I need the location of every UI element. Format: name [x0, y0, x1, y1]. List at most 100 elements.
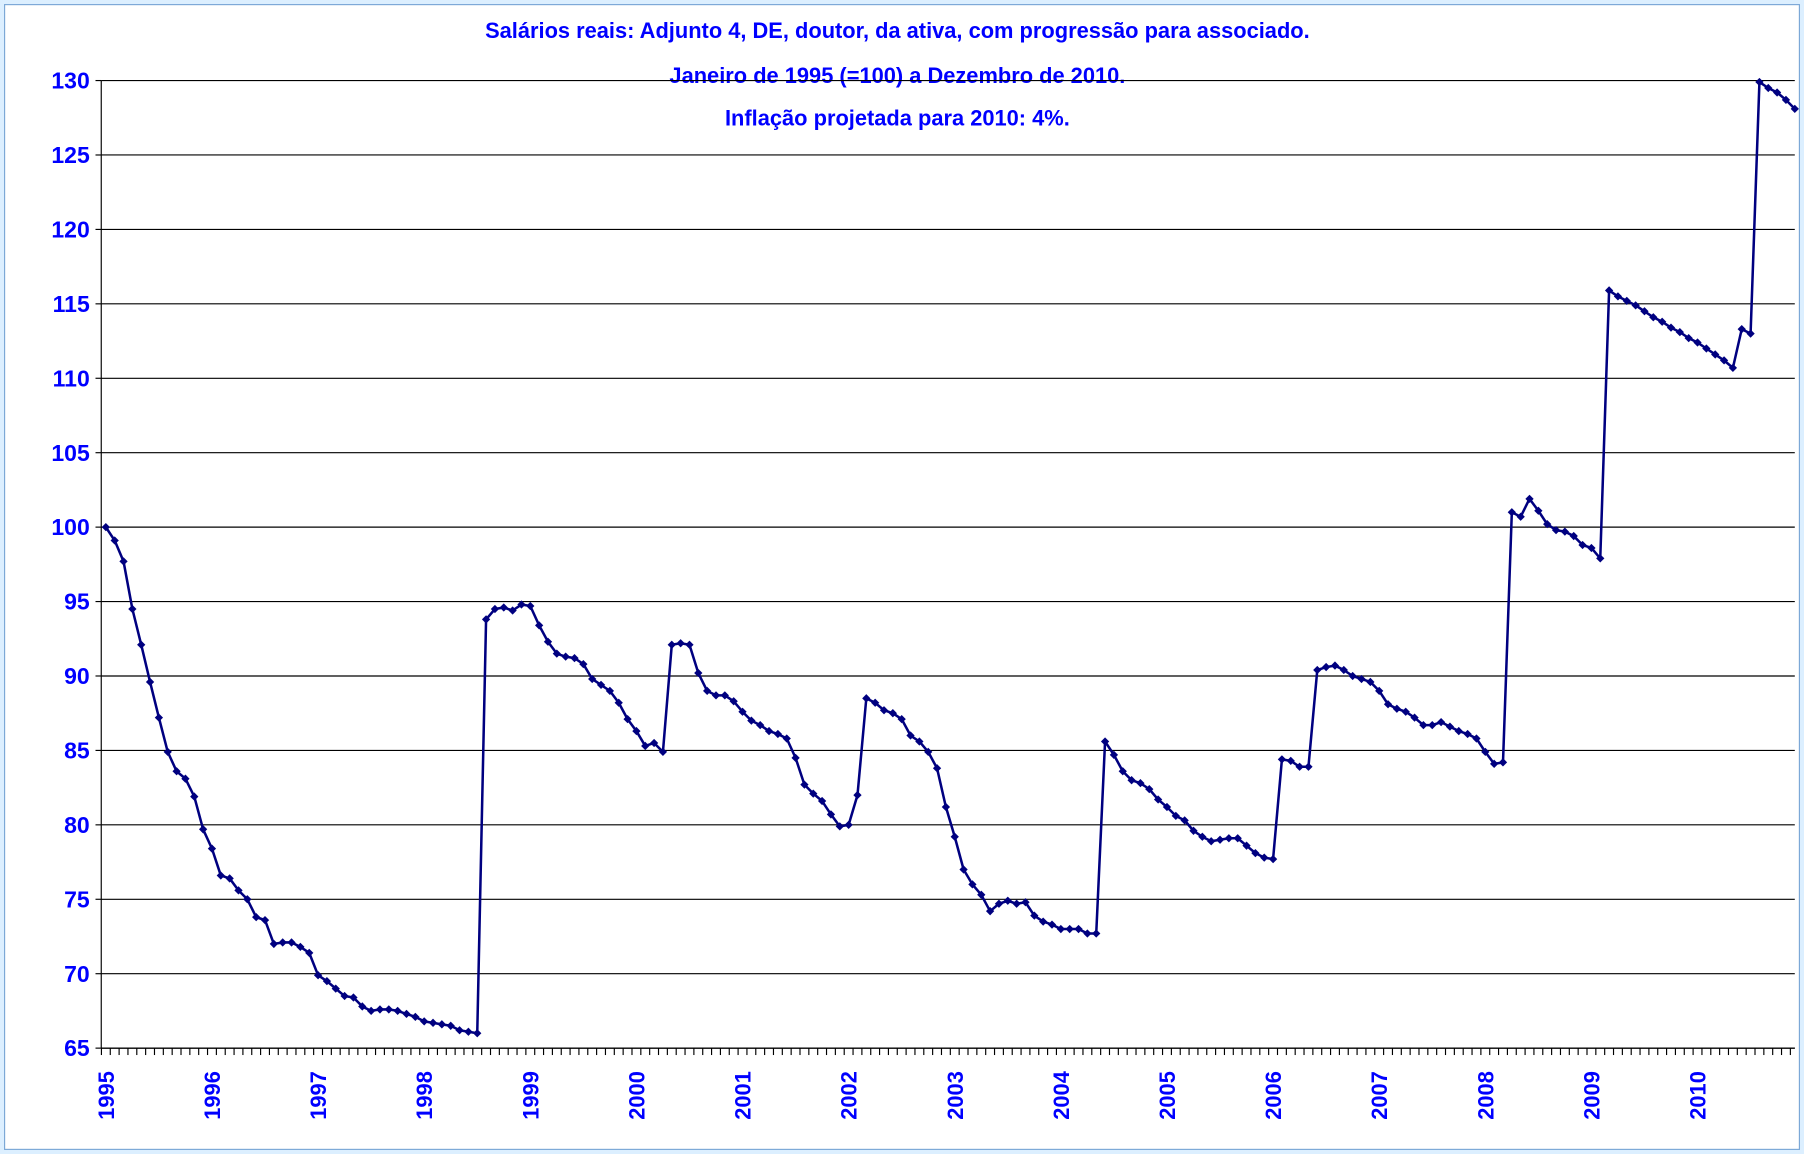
data-point — [455, 1026, 464, 1035]
data-point — [1640, 307, 1649, 316]
x-tick-label: 1999 — [518, 1071, 543, 1120]
data-point — [950, 832, 959, 841]
data-point — [800, 780, 809, 789]
data-point — [897, 715, 906, 724]
data-point — [1401, 707, 1410, 716]
data-point — [844, 820, 853, 829]
data-point — [826, 810, 836, 819]
data-point — [1631, 301, 1640, 310]
data-point — [1153, 795, 1163, 804]
data-point — [791, 753, 800, 763]
data-point — [588, 674, 597, 684]
data-point — [605, 686, 615, 696]
data-point — [101, 522, 110, 532]
x-tick-label: 2001 — [731, 1071, 756, 1120]
y-tick-label: 85 — [64, 737, 90, 763]
data-point — [1012, 899, 1021, 908]
x-tick-label: 1995 — [94, 1071, 119, 1120]
data-point — [190, 792, 199, 801]
data-point — [1534, 506, 1543, 515]
data-point — [1490, 759, 1499, 768]
y-tick-label: 100 — [51, 514, 89, 540]
data-point — [1746, 329, 1755, 338]
data-point — [862, 694, 871, 703]
data-point — [1268, 854, 1278, 864]
data-point — [1030, 911, 1039, 920]
y-tick-label: 110 — [53, 365, 90, 391]
data-point — [1366, 677, 1375, 687]
y-tick-label: 105 — [51, 440, 90, 466]
data-point — [968, 880, 977, 889]
data-point — [1463, 729, 1472, 739]
x-tick-label: 1997 — [306, 1071, 331, 1120]
data-point — [358, 1002, 367, 1011]
x-tick-label: 2004 — [1049, 1070, 1074, 1119]
data-point — [649, 738, 659, 748]
data-point — [1118, 767, 1127, 776]
data-point — [1189, 826, 1198, 835]
data-point — [1180, 816, 1189, 825]
data-point — [738, 707, 747, 716]
data-point — [490, 604, 500, 614]
data-point — [561, 652, 570, 661]
data-point — [243, 895, 252, 904]
data-point — [1436, 717, 1446, 727]
y-tick-label: 120 — [51, 216, 89, 242]
data-point — [941, 802, 951, 812]
data-point — [853, 790, 862, 800]
data-point — [1719, 356, 1729, 365]
data-point — [1145, 784, 1154, 794]
y-tick-label: 125 — [51, 142, 90, 168]
data-point — [1162, 802, 1172, 812]
data-point — [614, 698, 623, 707]
data-point — [1357, 674, 1366, 684]
data-point — [1675, 327, 1684, 337]
data-point — [508, 606, 517, 615]
data-point — [1286, 756, 1295, 765]
data-point — [181, 774, 190, 783]
data-point — [1171, 811, 1180, 821]
data-point — [667, 640, 676, 649]
data-point — [163, 747, 172, 757]
y-tick-label: 80 — [64, 812, 90, 838]
data-point — [703, 686, 712, 696]
x-tick-label: 2006 — [1261, 1071, 1286, 1120]
y-tick-label: 115 — [53, 291, 90, 317]
data-point — [1065, 924, 1074, 934]
data-point — [596, 680, 606, 690]
data-point — [756, 720, 765, 730]
data-point — [977, 890, 986, 899]
data-point — [349, 993, 358, 1002]
data-point — [685, 640, 694, 649]
x-tick-label: 2007 — [1367, 1071, 1392, 1120]
data-point — [481, 615, 491, 624]
data-point — [172, 767, 181, 776]
data-point — [632, 726, 641, 736]
data-point — [1507, 508, 1516, 517]
data-point — [1207, 837, 1216, 846]
data-point — [1684, 333, 1693, 343]
data-point — [296, 942, 305, 952]
data-point — [1481, 747, 1490, 757]
y-tick-label: 95 — [64, 589, 90, 615]
data-point — [260, 915, 270, 925]
data-point — [1304, 762, 1313, 771]
x-tick-label: 1996 — [200, 1071, 225, 1120]
data-point — [729, 697, 738, 706]
data-point — [1569, 531, 1578, 541]
data-point — [1021, 898, 1030, 907]
data-point — [658, 747, 668, 757]
data-point — [959, 865, 968, 874]
data-point — [216, 871, 225, 880]
data-point — [817, 796, 827, 806]
data-point — [1074, 924, 1083, 934]
data-point — [1392, 704, 1402, 713]
data-point — [1047, 920, 1057, 929]
data-point — [1772, 88, 1782, 97]
data-point — [1516, 512, 1525, 521]
x-tick-label: 2002 — [837, 1071, 862, 1120]
data-point — [1224, 834, 1234, 843]
data-point — [1596, 554, 1605, 563]
data-point — [1277, 755, 1287, 764]
